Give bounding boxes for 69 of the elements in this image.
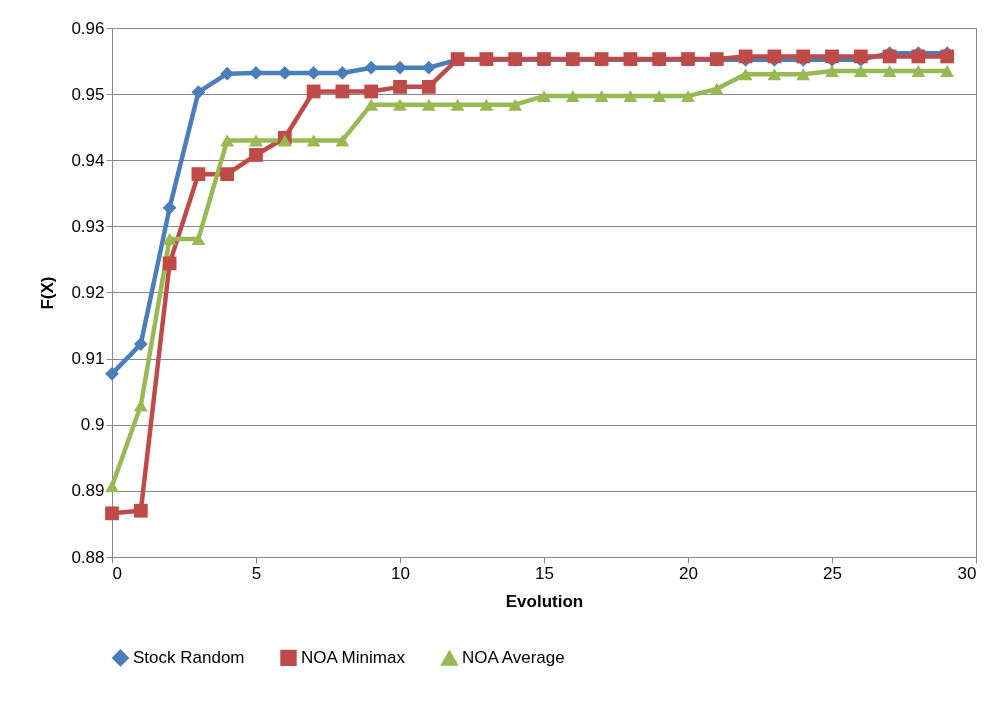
y-tick-label: 0.96	[71, 18, 105, 38]
point	[191, 167, 206, 182]
point	[105, 480, 119, 493]
point	[220, 134, 235, 147]
point	[393, 79, 407, 94]
y-tick-label: 0.9	[80, 415, 105, 435]
point	[623, 90, 638, 103]
point	[853, 65, 868, 77]
point	[421, 98, 436, 111]
point	[450, 98, 465, 111]
point	[220, 66, 235, 81]
x-tick-label: 25	[823, 563, 842, 583]
point	[277, 134, 292, 147]
point	[911, 65, 926, 77]
point	[767, 68, 782, 81]
legend-label: NOA Average	[462, 648, 565, 668]
point	[882, 65, 897, 77]
point	[508, 98, 523, 111]
point	[191, 85, 206, 100]
x-tick-label: 15	[535, 563, 554, 583]
y-tick-label: 0.92	[71, 283, 105, 302]
x-tick-label: 0	[112, 563, 122, 583]
point	[825, 65, 839, 77]
point	[421, 79, 436, 94]
point	[479, 98, 494, 111]
x-tick-label: 10	[391, 563, 410, 583]
point	[537, 90, 551, 103]
point	[594, 90, 609, 103]
point	[709, 82, 724, 95]
x-tick-label: 20	[679, 563, 698, 583]
point	[393, 60, 407, 75]
point	[364, 84, 379, 99]
point	[249, 148, 263, 162]
point	[565, 90, 580, 103]
point	[306, 134, 321, 147]
legend-label: Stock Random	[133, 647, 245, 667]
x-tick-label: 30	[957, 563, 977, 583]
point	[191, 232, 206, 245]
point	[940, 65, 955, 77]
point	[306, 66, 321, 80]
point	[335, 134, 350, 147]
legend-label: NOA Minimax	[301, 647, 406, 667]
point	[105, 366, 119, 381]
point	[133, 503, 148, 518]
point	[162, 232, 177, 245]
y-tick-label: 0.95	[71, 84, 105, 104]
point	[364, 60, 379, 75]
point	[421, 60, 436, 75]
y-tick-label: 0.94	[71, 150, 105, 170]
point	[681, 90, 695, 103]
point	[133, 399, 148, 412]
point	[738, 68, 753, 81]
point	[364, 98, 379, 111]
point	[335, 66, 350, 80]
x-axis-title: Evolution	[505, 591, 584, 611]
y-tick-label: 0.88	[71, 547, 105, 567]
y-axis-title: F(X)	[38, 276, 58, 310]
point	[249, 134, 263, 147]
point	[133, 337, 148, 351]
y-tick-label: 0.91	[71, 349, 105, 369]
point	[796, 68, 811, 81]
point	[652, 90, 667, 103]
x-tick-label: 5	[251, 563, 262, 583]
point	[105, 506, 119, 521]
point	[393, 98, 407, 111]
point	[220, 167, 235, 182]
point	[162, 200, 177, 215]
y-tick-label: 0.89	[71, 481, 105, 501]
y-tick-label: 0.93	[71, 216, 105, 236]
